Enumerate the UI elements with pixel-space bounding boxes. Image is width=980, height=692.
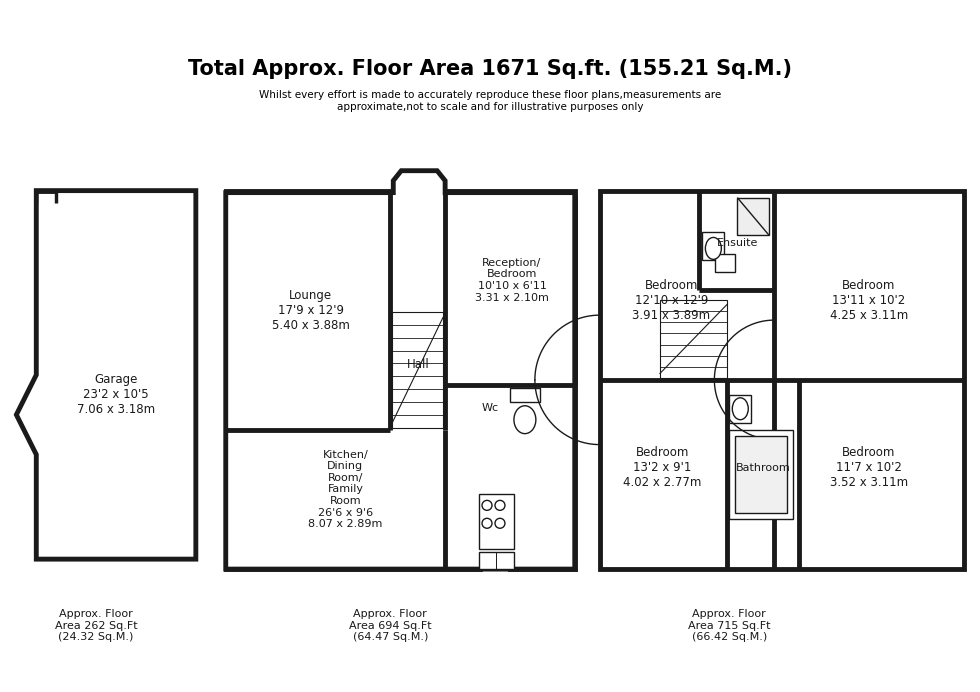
- Bar: [737, 198, 769, 235]
- Text: Bathroom: Bathroom: [736, 462, 791, 473]
- Bar: [729, 430, 793, 519]
- Text: Approx. Floor
Area 715 Sq.Ft
(66.42 Sq.M.): Approx. Floor Area 715 Sq.Ft (66.42 Sq.M…: [688, 609, 770, 642]
- Bar: [703, 233, 724, 260]
- Text: Bedroom
13'2 x 9'1
4.02 x 2.77m: Bedroom 13'2 x 9'1 4.02 x 2.77m: [623, 446, 702, 489]
- Text: Bedroom
12'10 x 12'9
3.91 x 3.89m: Bedroom 12'10 x 12'9 3.91 x 3.89m: [632, 279, 710, 322]
- Ellipse shape: [514, 406, 536, 434]
- Text: Ensuite: Ensuite: [716, 239, 758, 248]
- Text: Kitchen/
Dining
Room/
Family
Room
26'6 x 9'6
8.07 x 2.89m: Kitchen/ Dining Room/ Family Room 26'6 x…: [309, 450, 382, 529]
- Bar: [715, 255, 735, 272]
- Text: Garage
23'2 x 10'5
7.06 x 3.18m: Garage 23'2 x 10'5 7.06 x 3.18m: [77, 373, 155, 417]
- Bar: [735, 436, 787, 513]
- Bar: [479, 494, 514, 549]
- Polygon shape: [225, 190, 574, 569]
- Bar: [479, 552, 514, 569]
- Text: Wc: Wc: [481, 403, 499, 412]
- Bar: [392, 312, 443, 428]
- Text: Hall: Hall: [407, 358, 429, 372]
- Text: Lounge
17'9 x 12'9
5.40 x 3.88m: Lounge 17'9 x 12'9 5.40 x 3.88m: [271, 289, 350, 331]
- Text: Approx. Floor
Area 262 Sq.Ft
(24.32 Sq.M.): Approx. Floor Area 262 Sq.Ft (24.32 Sq.M…: [55, 609, 137, 642]
- Text: Approx. Floor
Area 694 Sq.Ft
(64.47 Sq.M.): Approx. Floor Area 694 Sq.Ft (64.47 Sq.M…: [349, 609, 431, 642]
- Polygon shape: [17, 190, 196, 559]
- Bar: [600, 190, 963, 569]
- Polygon shape: [225, 171, 574, 569]
- Ellipse shape: [732, 398, 749, 420]
- Text: Bedroom
13'11 x 10'2
4.25 x 3.11m: Bedroom 13'11 x 10'2 4.25 x 3.11m: [830, 279, 908, 322]
- Ellipse shape: [706, 237, 721, 260]
- Text: Reception/
Bedroom
10'10 x 6'11
3.31 x 2.10m: Reception/ Bedroom 10'10 x 6'11 3.31 x 2…: [475, 258, 549, 302]
- Bar: [660, 300, 727, 378]
- Text: Bedroom
11'7 x 10'2
3.52 x 3.11m: Bedroom 11'7 x 10'2 3.52 x 3.11m: [830, 446, 908, 489]
- Bar: [510, 388, 540, 402]
- Text: Total Approx. Floor Area 1671 Sq.ft. (155.21 Sq.M.): Total Approx. Floor Area 1671 Sq.ft. (15…: [188, 59, 792, 79]
- Text: Whilst every effort is made to accurately reproduce these floor plans,measuremen: Whilst every effort is made to accuratel…: [259, 90, 721, 112]
- Bar: [729, 395, 752, 423]
